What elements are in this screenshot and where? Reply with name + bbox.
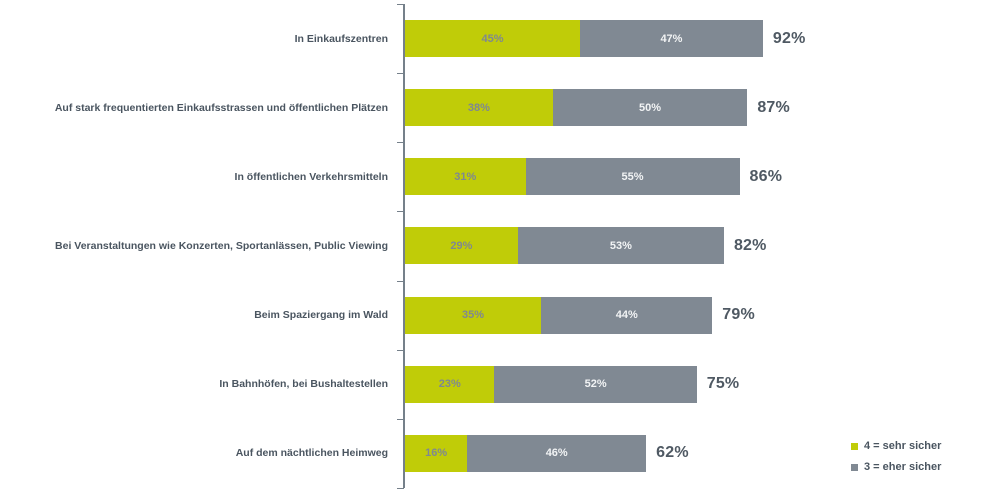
segment-value-label: 52% <box>584 378 607 391</box>
chart-row: Auf dem nächtlichen Heimweg 16% 46% 62% <box>0 419 1000 488</box>
segment-value-label: 31% <box>454 170 477 183</box>
bar-segment-eher-sicher: 53% <box>517 227 724 265</box>
category-label: In Bahnhöfen, bei Bushaltestellen <box>219 378 388 391</box>
bar-track: 31% 55% 86% <box>405 158 1000 196</box>
bar-segment-sehr-sicher: 38% <box>405 89 553 127</box>
segment-value-label: 53% <box>609 239 632 252</box>
chart-rows: In Einkaufszentren 45% 47% 92% Auf stark fre… <box>0 4 1000 488</box>
bar-segment-eher-sicher: 52% <box>494 365 697 403</box>
segment-value-label: 46% <box>545 447 568 460</box>
total-label: 87% <box>757 98 790 116</box>
legend-item-eher-sicher: 3 = eher sicher <box>851 461 941 473</box>
total-label: 82% <box>733 236 767 254</box>
total-label: 75% <box>706 375 740 393</box>
category-label: Auf stark frequentierten Einkaufsstrasse… <box>54 101 388 114</box>
segment-value-label: 35% <box>462 309 485 322</box>
bar-segment-eher-sicher: 44% <box>541 296 713 334</box>
bar-segment-sehr-sicher: 23% <box>405 365 495 403</box>
bar-track: 29% 53% 82% <box>405 227 1000 265</box>
legend-label-eher-sicher: 3 = eher sicher <box>864 461 942 473</box>
segment-value-label: 23% <box>438 378 461 391</box>
legend-label-sehr-sicher: 4 = sehr sicher <box>864 440 942 452</box>
chart-row: Beim Spaziergang im Wald 35% 44% 79% <box>0 281 1000 350</box>
chart-row: Bei Veranstaltungen wie Konzerten, Sport… <box>0 211 1000 280</box>
segment-value-label: 44% <box>615 309 638 322</box>
bar-track: 45% 47% 92% <box>405 20 1000 58</box>
category-label: In Einkaufszentren <box>294 32 388 45</box>
bar-segment-eher-sicher: 46% <box>467 434 647 472</box>
chart-row: Auf stark frequentierten Einkaufsstrasse… <box>0 73 1000 142</box>
segment-value-label: 16% <box>425 447 448 460</box>
segment-value-label: 29% <box>450 239 473 252</box>
axis-tick <box>397 4 404 5</box>
axis-tick <box>397 280 404 282</box>
chart-row: In Bahnhöfen, bei Bushaltestellen 23% 52% 7… <box>0 350 1000 419</box>
bar-segment-sehr-sicher: 16% <box>405 434 468 472</box>
bar-segment-sehr-sicher: 45% <box>405 20 581 58</box>
category-label: Beim Spaziergang im Wald <box>254 309 388 322</box>
category-label: In öffentlichen Verkehrsmitteln <box>234 170 388 183</box>
total-label: 92% <box>772 29 806 47</box>
bar-segment-eher-sicher: 47% <box>580 20 763 58</box>
segment-value-label: 45% <box>481 32 504 45</box>
legend: 4 = sehr sicher 3 = eher sicher <box>851 440 941 482</box>
bar-segment-sehr-sicher: 35% <box>405 296 542 334</box>
legend-swatch-sehr-sicher-icon <box>851 442 858 450</box>
axis-tick <box>397 349 404 351</box>
segment-value-label: 55% <box>621 170 644 183</box>
axis-tick <box>397 211 404 213</box>
bar-track: 16% 46% 62% <box>405 434 1000 472</box>
total-label: 79% <box>722 306 755 324</box>
legend-swatch-eher-sicher-icon <box>851 463 858 471</box>
axis-tick <box>397 418 404 420</box>
bar-segment-sehr-sicher: 29% <box>405 227 518 265</box>
y-axis-line <box>403 4 405 488</box>
bar-track: 35% 44% 79% <box>405 296 1000 334</box>
bar-track: 38% 50% 87% <box>405 89 1000 127</box>
category-label: Auf dem nächtlichen Heimweg <box>235 447 388 460</box>
segment-value-label: 47% <box>660 32 683 45</box>
axis-tick <box>397 142 404 144</box>
segment-value-label: 38% <box>467 101 490 114</box>
axis-tick <box>397 73 404 75</box>
chart-row: In öffentlichen Verkehrsmitteln 31% 55% 86% <box>0 142 1000 211</box>
axis-tick <box>397 488 404 489</box>
bar-track: 23% 52% 75% <box>405 365 1000 403</box>
chart-row: In Einkaufszentren 45% 47% 92% <box>0 4 1000 73</box>
total-label: 86% <box>749 167 783 185</box>
bar-segment-eher-sicher: 55% <box>525 158 740 196</box>
bar-segment-eher-sicher: 50% <box>552 89 748 127</box>
bar-segment-sehr-sicher: 31% <box>405 158 526 196</box>
category-label: Bei Veranstaltungen wie Konzerten, Sport… <box>55 239 388 252</box>
legend-item-sehr-sicher: 4 = sehr sicher <box>851 440 941 452</box>
total-label: 62% <box>656 444 689 462</box>
segment-value-label: 50% <box>639 101 662 114</box>
